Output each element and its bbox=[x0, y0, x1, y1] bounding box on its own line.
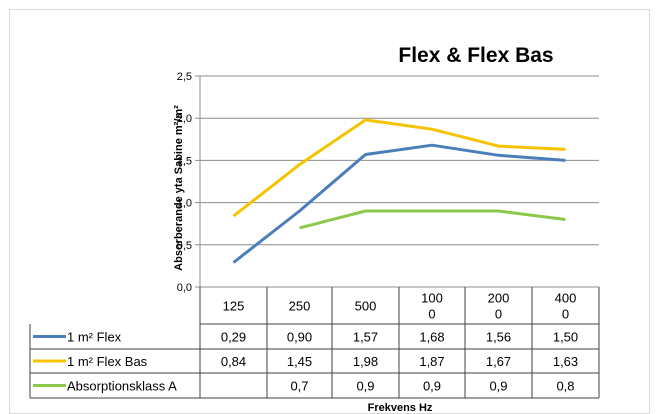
x-category-label: 200 bbox=[488, 291, 510, 306]
series-line bbox=[232, 118, 566, 218]
table-cell: 1,67 bbox=[486, 354, 511, 369]
series-line bbox=[299, 209, 566, 230]
x-axis-title: Frekvens Hz bbox=[368, 402, 433, 414]
x-category-label: 0 bbox=[495, 307, 502, 322]
y-tick-label: 0,5 bbox=[177, 240, 192, 252]
table-cell: 0,90 bbox=[287, 330, 312, 345]
x-category-label: 125 bbox=[223, 299, 245, 314]
y-tick-label: 1,0 bbox=[177, 198, 192, 210]
table-cell: 0,9 bbox=[489, 379, 507, 394]
y-tick-label: 0,0 bbox=[177, 282, 192, 294]
chart-title: Flex & Flex Bas bbox=[398, 44, 553, 67]
table-cell: 0,9 bbox=[356, 379, 374, 394]
y-axis-title: Absorberande yta Sabine m²/m² bbox=[173, 105, 185, 271]
legend-label: Absorptionsklass A bbox=[67, 379, 177, 394]
chart-border bbox=[9, 9, 650, 414]
table-cell: 0,8 bbox=[556, 379, 574, 394]
x-category-label: 250 bbox=[289, 299, 311, 314]
legend-label: 1 m² Flex Bas bbox=[67, 354, 148, 369]
table-cell: 0,7 bbox=[290, 379, 308, 394]
x-category-label: 500 bbox=[355, 299, 377, 314]
table-cell: 0,9 bbox=[423, 379, 441, 394]
y-tick-label: 2,5 bbox=[177, 71, 192, 83]
table-cell: 1,45 bbox=[287, 354, 312, 369]
table-cell: 1,68 bbox=[419, 330, 444, 345]
table-cell: 0,29 bbox=[221, 330, 246, 345]
table-cell: 0,84 bbox=[221, 354, 246, 369]
plot-area bbox=[232, 118, 566, 264]
table-cell: 1,50 bbox=[553, 330, 578, 345]
table-cell: 1,63 bbox=[553, 354, 578, 369]
table-cell: 1,57 bbox=[353, 330, 378, 345]
x-category-label: 0 bbox=[562, 307, 569, 322]
y-tick-label: 2,0 bbox=[177, 113, 192, 125]
table-cell: 1,56 bbox=[486, 330, 511, 345]
y-tick-label: 1,5 bbox=[177, 155, 192, 167]
table-cell: 1,87 bbox=[419, 354, 444, 369]
table-cell: 1,98 bbox=[353, 354, 378, 369]
y-axis-ticks: 0,0 0,5 1,0 1,5 2,0 2,5 bbox=[177, 71, 200, 294]
x-category-label: 400 bbox=[555, 291, 577, 306]
x-category-label: 0 bbox=[428, 307, 435, 322]
x-category-label: 100 bbox=[421, 291, 443, 306]
legend-label: 1 m² Flex bbox=[67, 330, 122, 345]
series-line bbox=[232, 143, 566, 264]
